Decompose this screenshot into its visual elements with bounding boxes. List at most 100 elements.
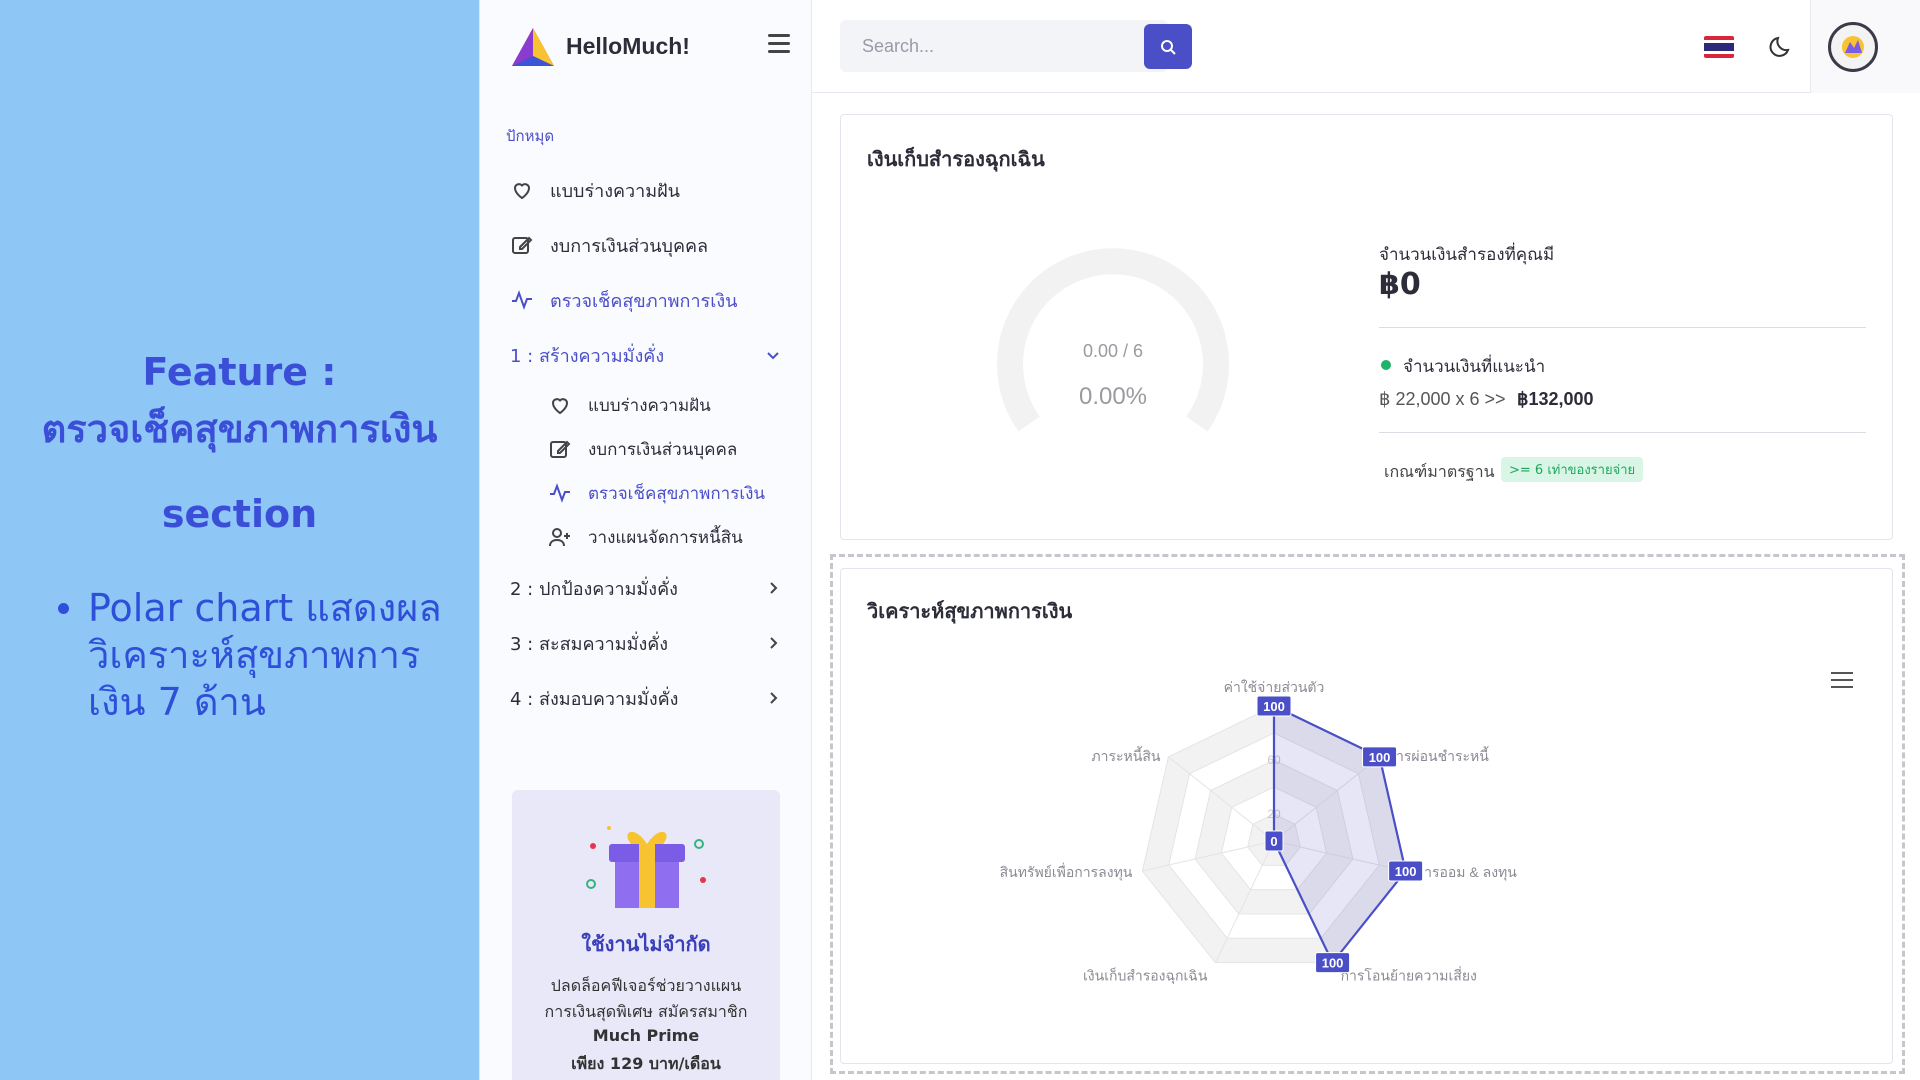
sub-item-health-check[interactable]: ตรวจเช็คสุขภาพการเงิน (548, 478, 765, 508)
feature-bullet-list: Polar chart แสดงผลวิเคราะห์สุขภาพการเงิน… (50, 585, 470, 726)
pinned-item-label: แบบร่างความฝัน (550, 180, 680, 202)
search-button[interactable] (1144, 24, 1192, 69)
chevron-right-icon (770, 582, 778, 594)
heart-icon (551, 398, 569, 415)
sidebar: HelloMuch! ปักหมุด แบบร่างความฝัน งบการเ… (479, 0, 812, 1080)
recommended-formula: ฿ 22,000 x 6 >> (1379, 389, 1506, 409)
sub-item-label: งบการเงินส่วนบุคคล (588, 439, 738, 460)
feature-title-prefix: Feature : (142, 350, 337, 394)
search-input[interactable] (840, 20, 1115, 72)
radar-category-label: ค่าใช้จ่ายส่วนตัว (1224, 679, 1325, 695)
current-reserve-label: จำนวนเงินสำรองที่คุณมี (1379, 245, 1555, 265)
radar-category-label: เงินเก็บสำรองฉุกเฉิน (1083, 967, 1208, 985)
pinned-item-label: ตรวจเช็คสุขภาพการเงิน (550, 290, 738, 312)
chevron-right-icon (770, 637, 778, 649)
hellomuch-logo-icon[interactable] (510, 26, 556, 70)
radar-data-label: 100 (1395, 864, 1417, 879)
radar-spoke (1214, 840, 1275, 963)
gauge-percent: 0.00% (1078, 383, 1148, 410)
emergency-gauge (997, 248, 1229, 432)
promo-plan-name: Much Prime (592, 1026, 700, 1045)
standard-badge: >= 6 เท่าของรายจ่าย (1501, 457, 1644, 482)
radar-data-label: 100 (1322, 956, 1344, 971)
feature-bullet: Polar chart แสดงผลวิเคราะห์สุขภาพการเงิน… (50, 585, 470, 726)
avatar-logo-icon (1842, 36, 1864, 58)
edit-icon (550, 440, 571, 458)
user-plus-icon (549, 528, 570, 547)
sub-item-label: ตรวจเช็คสุขภาพการเงิน (588, 483, 766, 504)
gift-icon (586, 826, 706, 908)
nav-group-label: 2 : ปกป้องความมั่งคั่ง (510, 578, 678, 600)
nav-group-transfer-wealth[interactable]: 4 : ส่งมอบความมั่งคั่ง (510, 683, 780, 713)
pinned-item-health-check[interactable]: ตรวจเช็คสุขภาพการเงิน (510, 285, 737, 315)
recommended-total: ฿132,000 (1517, 389, 1594, 409)
promo-price: เพียง 129 บาท/เดือน (571, 1054, 721, 1073)
feature-panel: Feature : ตรวจเช็คสุขภาพการเงิน section … (0, 0, 479, 1080)
feature-title-name: ตรวจเช็คสุขภาพการเงิน (41, 407, 438, 451)
moon-icon[interactable] (1768, 34, 1794, 60)
radar-data-label-bg (1362, 746, 1398, 768)
promo-card[interactable]: ใช้งานไม่จำกัด ปลดล็อคฟีเจอร์ช่วยวางแผน … (512, 790, 780, 1080)
feature-title-suffix: section (161, 492, 318, 536)
radar-category-label: การโอนย้ายความเสี่ยง (1341, 967, 1477, 984)
radar-data-label: 0 (1270, 834, 1277, 849)
radar-spoke (1273, 756, 1380, 842)
sub-item-label: วางแผนจัดการหนี้สิน (588, 527, 743, 548)
edit-icon (512, 236, 533, 254)
heart-icon (513, 183, 531, 200)
divider (1379, 327, 1866, 328)
thailand-flag-icon[interactable] (1704, 36, 1734, 58)
sub-item-dream-draft[interactable]: แบบร่างความฝัน (548, 390, 711, 420)
radar-chart: 2060ค่าใช้จ่ายส่วนตัวการผ่อนชำระหนี้การอ… (1000, 679, 1518, 985)
pinned-item-personal-statement[interactable]: งบการเงินส่วนบุคคล (510, 230, 708, 260)
nav-group-label: 1 : สร้างความมั่งคั่ง (510, 345, 665, 367)
search-icon (1161, 40, 1176, 55)
gauge-ratio: 0.00 / 6 (1082, 341, 1144, 361)
card-title: วิเคราะห์สุขภาพการเงิน (867, 599, 1073, 623)
current-reserve-value: ฿0 (1379, 267, 1421, 302)
pulse-icon (550, 483, 570, 503)
promo-text: ปลดล็อคฟีเจอร์ช่วยวางแผน (550, 976, 742, 995)
nav-group-build-wealth[interactable]: 1 : สร้างความมั่งคั่ง (510, 340, 780, 370)
sub-item-label: แบบร่างความฝัน (588, 395, 711, 416)
nav-group-label: 4 : ส่งมอบความมั่งคั่ง (510, 688, 679, 710)
brand-name[interactable]: HelloMuch! (566, 33, 690, 59)
radar-data-label: 100 (1369, 750, 1391, 765)
financial-analysis-card: วิเคราะห์สุขภาพการเงิน 20 60 ค่าใช้จ่ายส่ว… (840, 568, 1893, 1064)
pinned-item-label: งบการเงินส่วนบุคคล (550, 235, 709, 257)
radar-spoke (1142, 840, 1275, 872)
sub-item-debt-plan[interactable]: วางแผนจัดการหนี้สิน (548, 522, 743, 552)
highlight-frame (830, 554, 1905, 1074)
chevron-right-icon (770, 692, 778, 704)
sub-item-personal-statement[interactable]: งบการเงินส่วนบุคคล (548, 434, 737, 464)
radar-series-area (1272, 704, 1407, 965)
chart-menu-icon[interactable] (1831, 672, 1853, 688)
chevron-down-icon (767, 352, 779, 360)
bullet-dot-icon (58, 603, 69, 614)
radar-spoke (1168, 756, 1275, 842)
standard-label: เกณฑ์มาตรฐาน (1384, 462, 1495, 481)
topbar (812, 0, 1920, 93)
radar-data-label-bg (1256, 695, 1292, 717)
radar-data-label-bg (1264, 830, 1284, 852)
radar-category-label: ภาระหนี้สิน (1091, 746, 1160, 764)
pinned-item-dream-draft[interactable]: แบบร่างความฝัน (510, 175, 680, 205)
nav-group-protect-wealth[interactable]: 2 : ปกป้องความมั่งคั่ง (510, 573, 780, 603)
pulse-icon (512, 290, 532, 310)
status-dot-icon (1381, 360, 1391, 370)
radar-spoke (1273, 840, 1406, 872)
radar-data-label-bg (1388, 860, 1424, 882)
promo-text: การเงินสุดพิเศษ สมัครสมาชิก (544, 1002, 748, 1021)
menu-toggle-icon[interactable] (768, 34, 790, 54)
pinned-section-label: ปักหมุด (506, 127, 555, 145)
emergency-fund-card: เงินเก็บสำรองฉุกเฉิน 0.00 / 6 0.00% จำนว… (840, 114, 1893, 540)
divider (1379, 432, 1866, 433)
avatar[interactable] (1828, 22, 1878, 72)
nav-group-accumulate-wealth[interactable]: 3 : สะสมความมั่งคั่ง (510, 628, 780, 658)
radar-data-label: 100 (1263, 699, 1285, 714)
card-title: เงินเก็บสำรองฉุกเฉิน (867, 147, 1045, 171)
radar-category-label: สินทรัพย์เพื่อการลงทุน (1000, 863, 1133, 881)
radar-category-label: การผ่อนชำระหนี้ (1388, 746, 1490, 764)
feature-bullet-text: Polar chart แสดงผลวิเคราะห์สุขภาพการเงิน… (88, 586, 442, 724)
search-box (840, 20, 1192, 72)
